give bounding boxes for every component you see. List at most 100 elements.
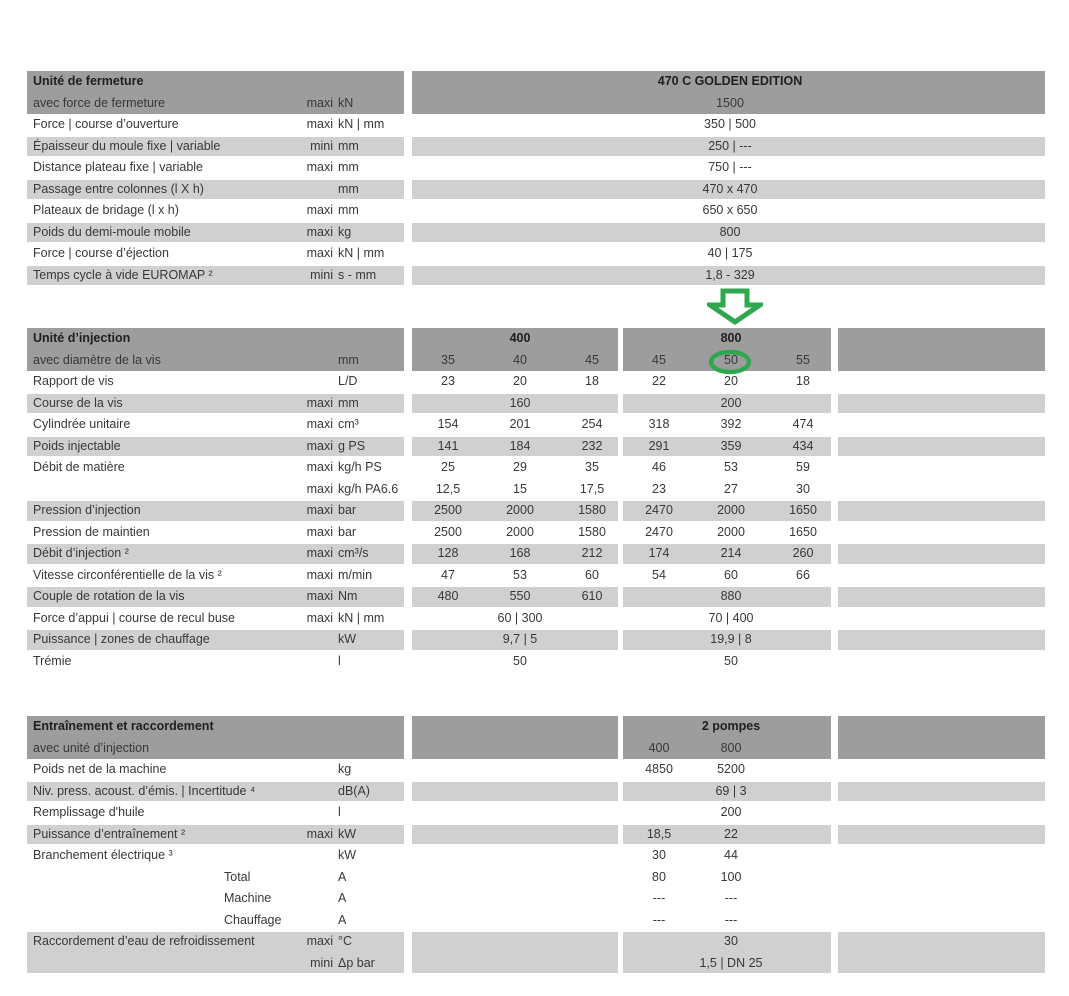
row-qualifier: maxi [306, 246, 333, 260]
value-cell: 35 [441, 352, 455, 367]
value-cell-merged: 200 [720, 395, 742, 410]
value-cell: 174 [648, 546, 670, 560]
header-band [838, 328, 1045, 371]
row-unit: kN [338, 95, 354, 110]
row-qualifier: mini [310, 267, 333, 282]
row-unit: mm [338, 203, 359, 217]
row-band [412, 501, 618, 521]
row-label: Poids injectable [33, 438, 121, 453]
value-cell: 2000 [506, 503, 534, 517]
row-band [623, 436, 831, 456]
value-cell: 2000 [506, 524, 534, 539]
header-band [623, 328, 831, 371]
value-cell-merged: 30 [724, 934, 738, 948]
row-label: Force | course d’éjection [33, 246, 169, 260]
column-header: 800 [720, 740, 742, 755]
column-header: 400 [648, 740, 670, 755]
value-cell: 1580 [578, 524, 606, 539]
value-cell-merged: 650 x 650 [702, 203, 758, 217]
row-qualifier: maxi [306, 589, 333, 603]
value-cell: 80 [652, 869, 666, 884]
row-unit: kg [338, 224, 352, 239]
value-cell: 18 [796, 374, 810, 388]
value-cell: 154 [437, 417, 459, 431]
row-label: Pression de maintien [33, 524, 150, 539]
row-band [412, 630, 618, 650]
row-unit: A [338, 891, 347, 905]
row-label: Distance plateau fixe | variable [33, 160, 204, 174]
value-cell: 12,5 [435, 481, 461, 496]
row-unit: dB(A) [338, 783, 370, 798]
row-band [623, 630, 831, 650]
row-band [27, 265, 404, 285]
row-band [27, 501, 404, 521]
value-cell: 232 [581, 438, 603, 453]
value-cell: 54 [652, 567, 666, 582]
value-cell: --- [652, 891, 666, 905]
value-cell: --- [724, 912, 738, 927]
group-title: 2 pompes [701, 719, 761, 733]
row-unit: mm [338, 181, 359, 196]
row-band [623, 587, 831, 607]
row-unit: kW [338, 632, 357, 646]
row-band [412, 222, 1045, 242]
row-label: Vitesse circonférentielle de la vis ² [33, 567, 222, 582]
green-circle-icon [708, 349, 752, 375]
value-cell-merged: 60 | 300 [497, 610, 543, 625]
row-label: Poids net de la machine [33, 762, 167, 776]
value-cell: 2470 [645, 503, 673, 517]
row-unit: kg/h PS [338, 460, 382, 474]
row-band [623, 952, 831, 973]
value-cell: 23 [652, 481, 666, 496]
row-band [623, 393, 831, 413]
row-qualifier: maxi [306, 224, 333, 239]
value-cell: 610 [581, 589, 603, 603]
row-unit: kW [338, 826, 357, 841]
row-label: Niv. press. acoust. d’émis. | Incertitud… [33, 783, 256, 798]
row-label: Puissance d’entraînement ² [33, 826, 186, 841]
row-qualifier: maxi [306, 460, 333, 474]
row-label: Passage entre colonnes (l X h) [33, 181, 204, 196]
row-label: Force d’appui | course de recul buse [33, 610, 235, 625]
model-header: 470 C GOLDEN EDITION [657, 74, 803, 88]
value-cell: 2500 [434, 503, 462, 517]
value-cell: 50 [724, 352, 738, 367]
row-label: Débit de matière [33, 460, 125, 474]
row-band [27, 932, 404, 953]
row-band [412, 393, 618, 413]
row-label: Raccordement d’eau de refroidissement [33, 934, 255, 948]
row-unit: L/D [338, 374, 358, 388]
value-cell: 318 [648, 417, 670, 431]
row-unit: l [338, 805, 341, 819]
row-band [27, 587, 404, 607]
row-unit: bar [338, 503, 357, 517]
row-label: Course de la vis [33, 395, 123, 410]
green-arrow-icon [707, 288, 763, 325]
value-cell: 1650 [789, 524, 817, 539]
value-cell: 66 [796, 567, 810, 582]
row-unit: Δp bar [338, 955, 375, 970]
value-cell-merged: 69 | 3 [715, 783, 747, 798]
row-qualifier: maxi [306, 503, 333, 517]
row-qualifier: maxi [306, 934, 333, 948]
value-cell: --- [652, 912, 666, 927]
value-cell: 214 [720, 546, 742, 560]
value-cell: 480 [437, 589, 459, 603]
row-label: Débit d’injection ² [33, 546, 129, 560]
row-label: avec force de fermeture [33, 95, 166, 110]
value-cell-merged: 9,7 | 5 [502, 632, 538, 646]
header-band [412, 71, 1045, 114]
row-label: Poids du demi-moule mobile [33, 224, 191, 239]
row-unit: A [338, 869, 347, 884]
section-title: Unité de fermeture [33, 74, 144, 88]
value-cell: 44 [724, 848, 738, 862]
row-qualifier: maxi [306, 95, 333, 110]
row-qualifier: maxi [306, 117, 333, 131]
sub-row-label: Machine [224, 891, 272, 905]
row-unit: mm [338, 160, 359, 174]
row-label: Rapport de vis [33, 374, 114, 388]
value-cell: 1650 [789, 503, 817, 517]
header-band [27, 71, 404, 114]
row-unit: l [338, 653, 341, 668]
value-cell: 100 [720, 869, 742, 884]
